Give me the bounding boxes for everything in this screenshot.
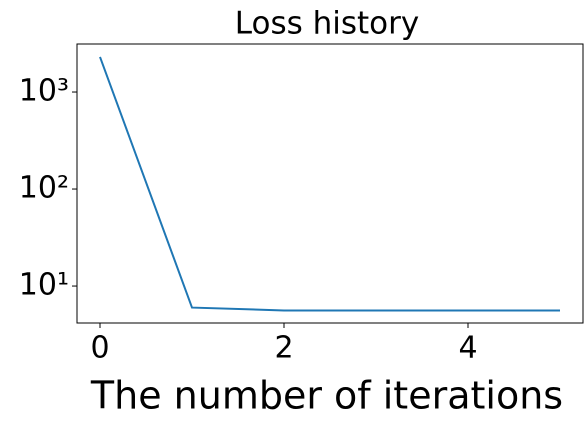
x-tick-label: 0	[90, 331, 109, 366]
y-tick-label: 10²	[19, 171, 69, 206]
y-tick-label: 10¹	[19, 268, 69, 303]
data-line	[99, 56, 560, 312]
y-tick-label: 10³	[19, 74, 69, 109]
x-tick-label: 2	[274, 331, 293, 366]
plot-frame	[76, 43, 584, 324]
x-axis-label: The number of iterations	[90, 374, 563, 418]
chart-title: Loss history	[235, 6, 419, 42]
x-tick-label: 4	[458, 331, 477, 366]
